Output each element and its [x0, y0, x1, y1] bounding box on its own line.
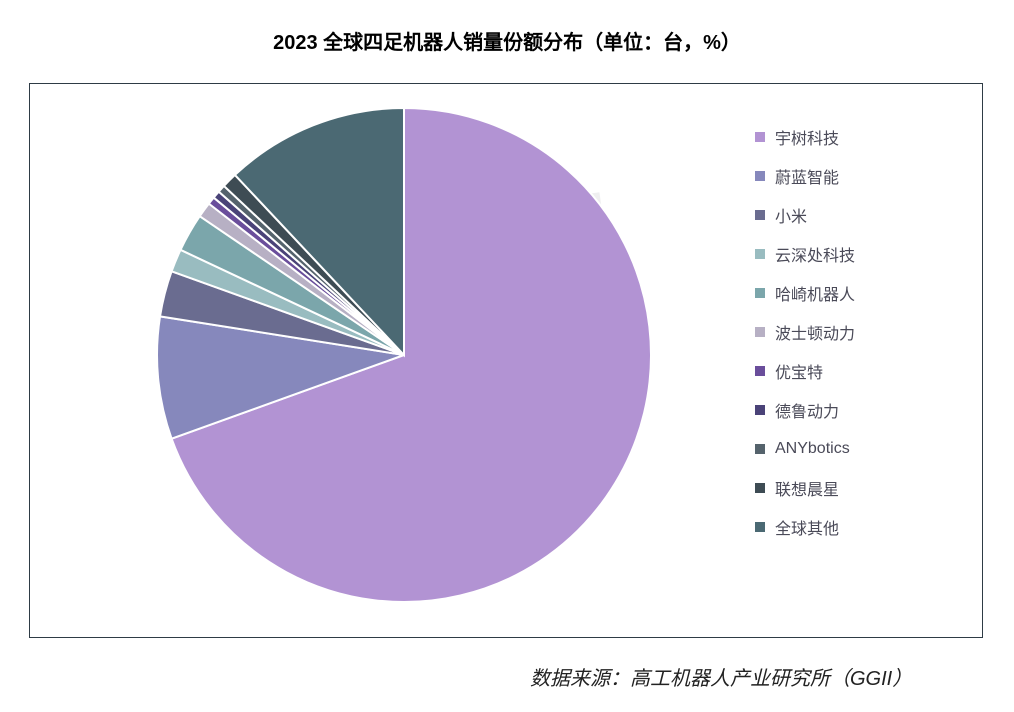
chart-legend: 宇树科技蔚蓝智能小米云深处科技哈崎机器人波士顿动力优宝特德鲁动力 ANYbotic… [755, 128, 855, 557]
legend-label: 哈崎机器人 [775, 281, 855, 305]
legend-item: 全球其他 [755, 518, 855, 536]
legend-label: 蔚蓝智能 [775, 164, 839, 188]
legend-item: 德鲁动力 [755, 401, 855, 419]
legend-swatch [755, 171, 765, 181]
legend-label: 波士顿动力 [775, 320, 855, 344]
legend-item: 小米 [755, 206, 855, 224]
legend-swatch [755, 210, 765, 220]
legend-item: ANYbotics [755, 440, 855, 458]
legend-swatch [755, 327, 765, 337]
legend-swatch [755, 483, 765, 493]
legend-item: 云深处科技 [755, 245, 855, 263]
legend-swatch [755, 444, 765, 454]
legend-label: 小米 [775, 203, 807, 227]
legend-swatch [755, 522, 765, 532]
legend-label: 德鲁动力 [775, 398, 839, 422]
legend-item: 哈崎机器人 [755, 284, 855, 302]
legend-item: 优宝特 [755, 362, 855, 380]
chart-source: 数据来源：高工机器人产业研究所（GGII） [530, 662, 912, 691]
legend-label: ANYbotics [775, 440, 850, 458]
legend-swatch [755, 366, 765, 376]
legend-item: 联想晨星 [755, 479, 855, 497]
legend-swatch [755, 249, 765, 259]
legend-label: 宇树科技 [775, 125, 839, 149]
legend-item: 蔚蓝智能 [755, 167, 855, 185]
legend-label: 云深处科技 [775, 242, 855, 266]
pie-chart [0, 0, 1014, 712]
legend-label: 联想晨星 [775, 476, 839, 500]
legend-swatch [755, 288, 765, 298]
legend-swatch [755, 405, 765, 415]
legend-label: 优宝特 [775, 359, 823, 383]
legend-label: 全球其他 [775, 515, 839, 539]
legend-item: 波士顿动力 [755, 323, 855, 341]
legend-item: 宇树科技 [755, 128, 855, 146]
legend-swatch [755, 132, 765, 142]
